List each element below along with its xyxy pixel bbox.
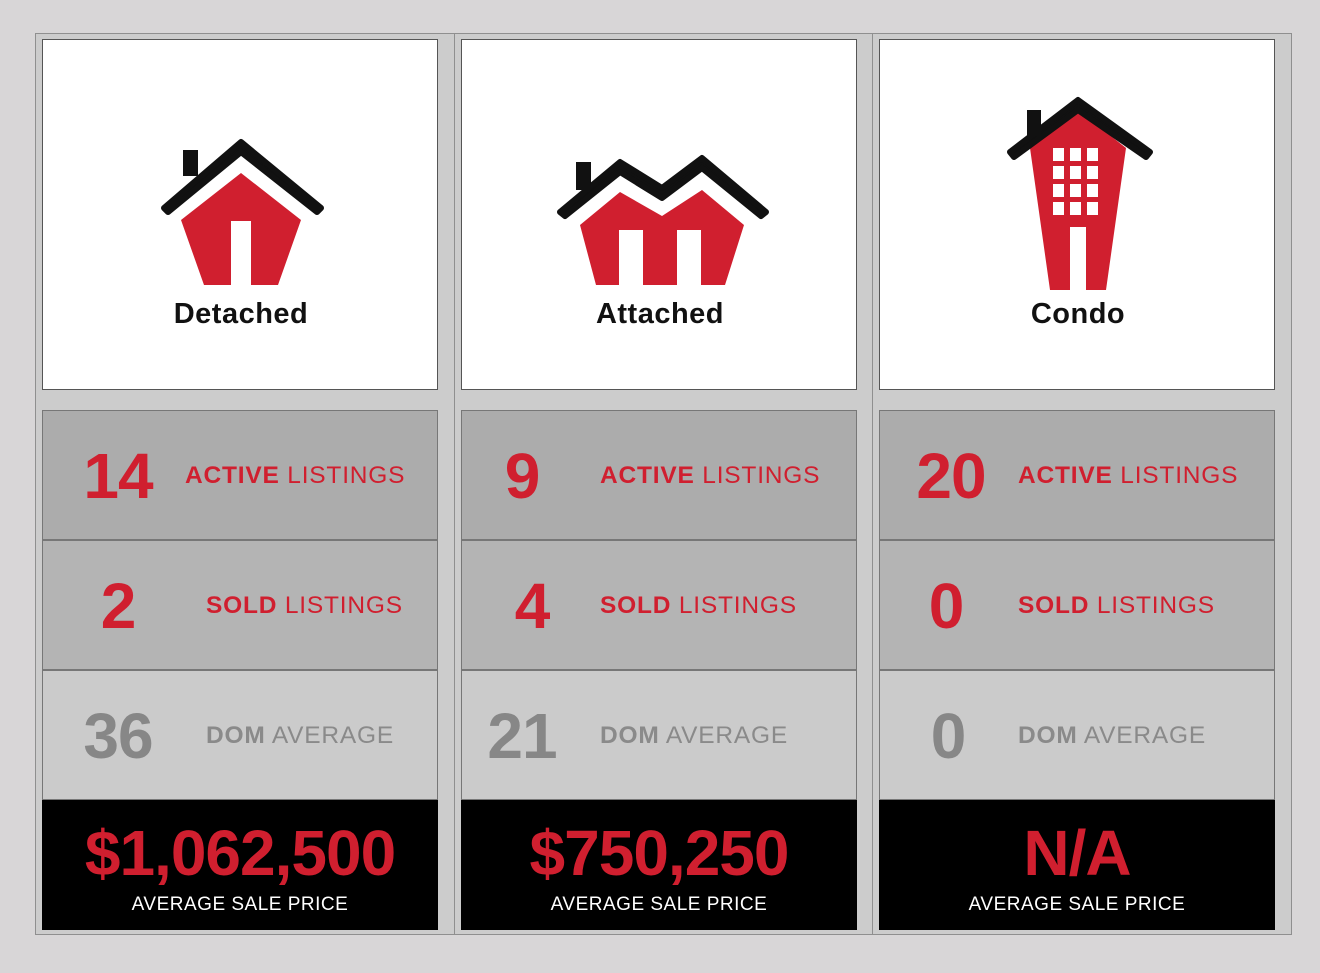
condo-building-icon — [1007, 97, 1153, 290]
average-sale-price-label: AVERAGE SALE PRICE — [550, 894, 768, 915]
average-sale-price-value: N/A — [1023, 817, 1131, 889]
detached-house-icon — [161, 139, 324, 285]
property-type-title: Condo — [1030, 298, 1126, 330]
sold-listings-label: SOLD LISTINGS — [600, 592, 797, 619]
average-sale-price-box: N/A AVERAGE SALE PRICE — [879, 800, 1275, 930]
active-listings-count: 9 — [504, 440, 541, 512]
sold-listings-count: 4 — [514, 570, 551, 642]
average-sale-price-value: $750,250 — [529, 817, 790, 889]
dom-average-row: 21 DOM AVERAGE — [461, 670, 857, 800]
sold-listings-count: 0 — [928, 570, 965, 642]
detached-card: Detached 14 ACTIVE LISTINGS 2 SOLD LISTI… — [35, 33, 455, 935]
sold-listings-label: SOLD LISTINGS — [1018, 592, 1215, 619]
attached-card: Attached 9 ACTIVE LISTINGS 4 SOLD LISTIN… — [454, 33, 874, 935]
sold-listings-count: 2 — [100, 570, 137, 642]
detached-header: Detached — [42, 39, 438, 390]
sold-listings-row: 0 SOLD LISTINGS — [879, 540, 1275, 670]
active-listings-label: ACTIVE LISTINGS — [185, 462, 406, 489]
sold-listings-row: 2 SOLD LISTINGS — [42, 540, 438, 670]
attached-header: Attached — [461, 39, 857, 390]
average-sale-price-value: $1,062,500 — [84, 817, 396, 889]
property-type-title: Detached — [173, 298, 309, 330]
active-listings-count: 14 — [83, 440, 153, 512]
condo-card: Condo 20 ACTIVE LISTINGS 0 SOLD LISTINGS… — [872, 33, 1292, 935]
dom-average-row: 36 DOM AVERAGE — [42, 670, 438, 800]
dom-average-value: 0 — [930, 700, 967, 772]
average-sale-price-box: $1,062,500 AVERAGE SALE PRICE — [42, 800, 438, 930]
sold-listings-row: 4 SOLD LISTINGS — [461, 540, 857, 670]
active-listings-row: 9 ACTIVE LISTINGS — [461, 410, 857, 540]
active-listings-label: ACTIVE LISTINGS — [600, 462, 821, 489]
active-listings-label: ACTIVE LISTINGS — [1018, 462, 1239, 489]
dom-average-value: 21 — [487, 700, 557, 772]
condo-header: Condo — [879, 39, 1275, 390]
active-listings-row: 20 ACTIVE LISTINGS — [879, 410, 1275, 540]
active-listings-row: 14 ACTIVE LISTINGS — [42, 410, 438, 540]
dom-average-label: DOM AVERAGE — [600, 722, 789, 749]
average-sale-price-label: AVERAGE SALE PRICE — [131, 894, 349, 915]
dom-average-row: 0 DOM AVERAGE — [879, 670, 1275, 800]
attached-house-icon — [557, 155, 769, 285]
average-sale-price-label: AVERAGE SALE PRICE — [968, 894, 1186, 915]
dom-average-label: DOM AVERAGE — [1018, 722, 1207, 749]
active-listings-count: 20 — [916, 440, 986, 512]
average-sale-price-box: $750,250 AVERAGE SALE PRICE — [461, 800, 857, 930]
dom-average-label: DOM AVERAGE — [206, 722, 395, 749]
dom-average-value: 36 — [83, 700, 153, 772]
sold-listings-label: SOLD LISTINGS — [206, 592, 403, 619]
property-type-title: Attached — [595, 298, 725, 330]
